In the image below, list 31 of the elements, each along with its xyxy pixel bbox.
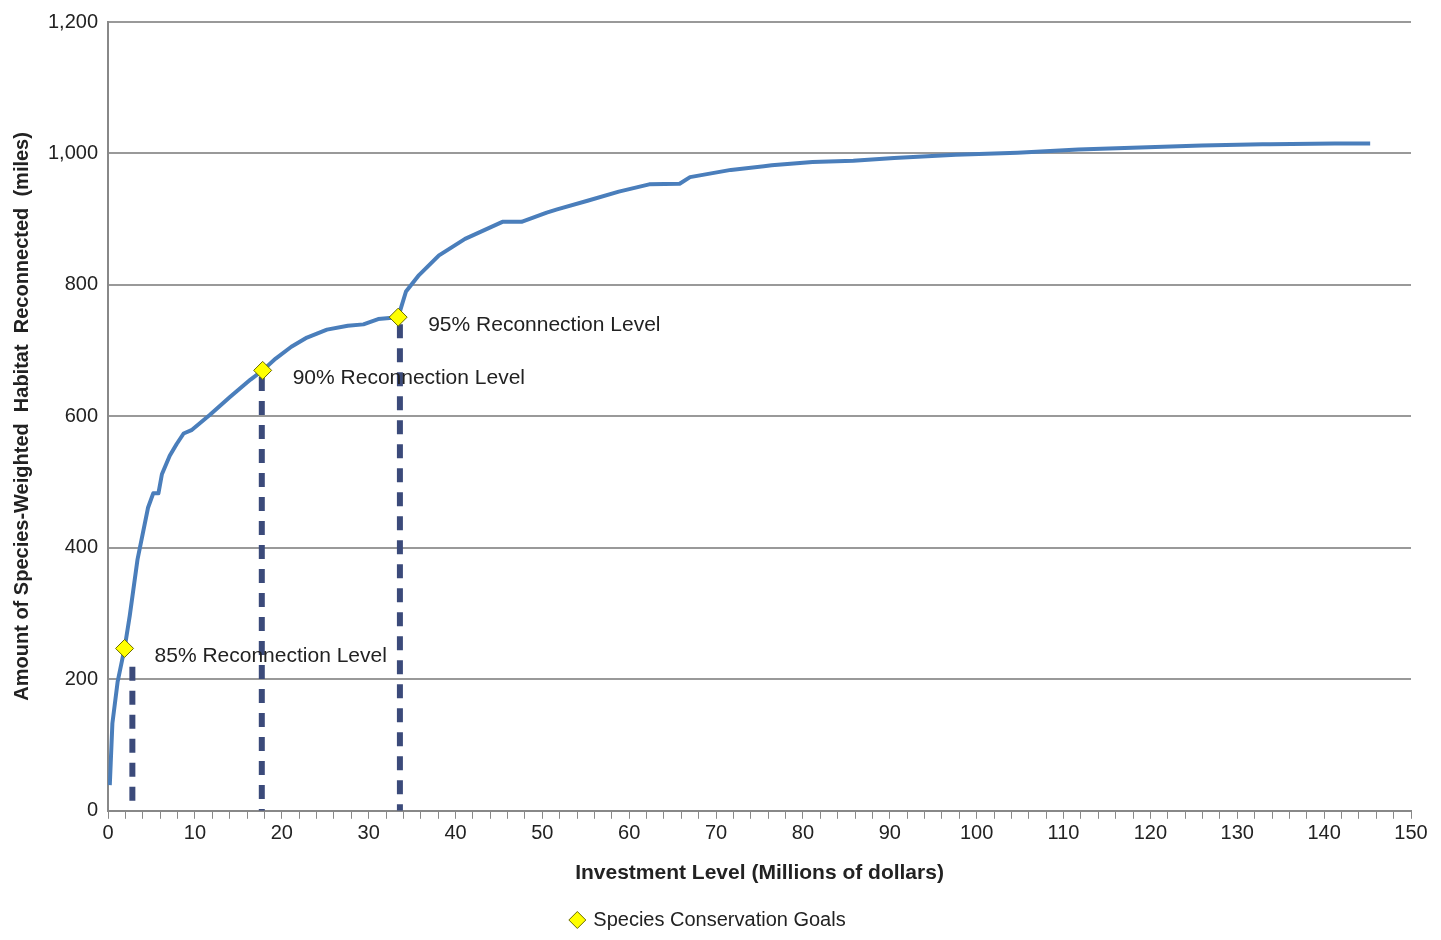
legend-label: Species Conservation Goals	[593, 907, 846, 930]
point	[253, 360, 273, 380]
x-tick-label: 0	[102, 821, 114, 844]
x-tick-label: 140	[1307, 821, 1341, 844]
x-tick-label: 130	[1220, 821, 1254, 844]
x-tick-label: 60	[618, 821, 641, 844]
x-tick-label: 50	[531, 821, 554, 844]
x-tick-label: 80	[791, 821, 815, 844]
y-tick-label: 800	[64, 272, 99, 295]
y-tick-label: 0	[86, 798, 99, 821]
x-tick-label: 70	[704, 821, 728, 844]
point	[115, 638, 135, 658]
x-tick-label: 10	[183, 821, 207, 844]
y-axis-title: Amount of Species-Weighted Habitat Reconnected (miles)	[9, 132, 32, 701]
y-tick-label: 1,000	[47, 140, 99, 163]
x-tick-label: 150	[1394, 821, 1428, 844]
x-axis-title: Investment Level (Millions of dollars)	[575, 860, 944, 884]
y-tick-label: 400	[64, 535, 99, 558]
x-tick-label: 100	[960, 821, 994, 844]
y-tick-label: 1,200	[47, 9, 99, 32]
y-tick-label: 200	[64, 666, 99, 689]
x-tick-label: 40	[444, 821, 467, 844]
x-tick-label: 30	[357, 821, 380, 844]
x-tick-label: 90	[878, 821, 901, 844]
point	[388, 307, 408, 327]
annotation: 85% Reconnection Level	[154, 643, 387, 667]
x-tick-label: 120	[1133, 821, 1168, 844]
x-tick-label: 110	[1047, 821, 1080, 844]
annotation: 95% Reconnection Level	[428, 311, 661, 335]
x-tick-label: 20	[270, 821, 293, 844]
y-tick-label: 600	[64, 403, 99, 426]
